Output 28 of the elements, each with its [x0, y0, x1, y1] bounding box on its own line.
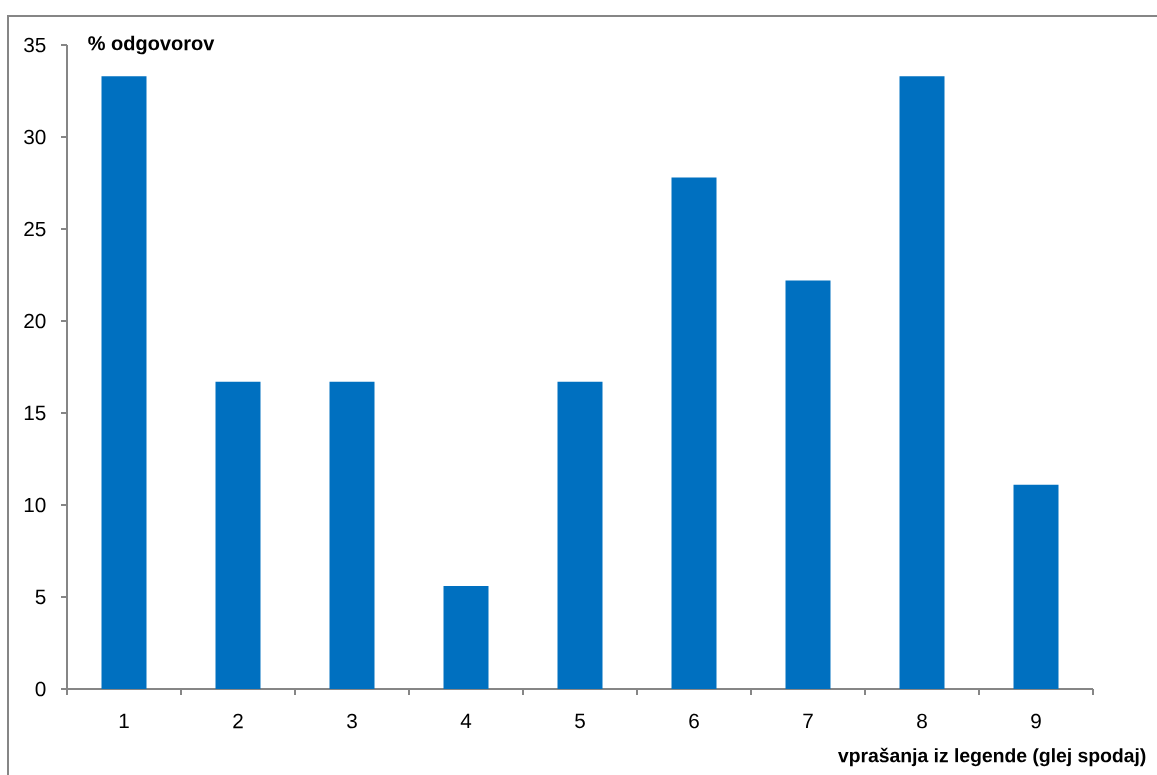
y-tick-label: 5: [35, 589, 46, 605]
bar: [557, 381, 603, 689]
y-tick-label: 35: [24, 37, 46, 53]
y-axis-title: % odgovorov: [88, 35, 215, 55]
x-tick-label: 3: [347, 713, 357, 729]
x-tick-label: 6: [689, 713, 699, 729]
y-tick-label: 30: [24, 129, 46, 145]
y-tick-label: 25: [24, 221, 46, 237]
bar: [443, 585, 489, 689]
x-tick-label: 2: [233, 713, 243, 729]
x-tick-label: 1: [119, 713, 129, 728]
bar: [101, 76, 147, 689]
bar: [899, 76, 945, 689]
x-axis-title: vprašanja iz legende (glej spodaj): [838, 747, 1146, 767]
bar: [785, 280, 831, 689]
x-tick-label: 8: [917, 713, 927, 729]
x-tick-label: 9: [1031, 713, 1041, 729]
bar: [215, 381, 261, 689]
y-tick-label: 20: [24, 313, 46, 329]
bar: [329, 381, 375, 689]
bar: [671, 177, 717, 689]
bar: [1013, 484, 1059, 689]
x-tick-label: 4: [460, 713, 472, 728]
y-tick-label: 10: [24, 497, 46, 513]
y-tick-label: 0: [35, 681, 46, 697]
x-tick-label: 5: [575, 713, 585, 729]
y-tick-label: 15: [24, 405, 46, 421]
x-tick-label: 7: [803, 713, 813, 728]
